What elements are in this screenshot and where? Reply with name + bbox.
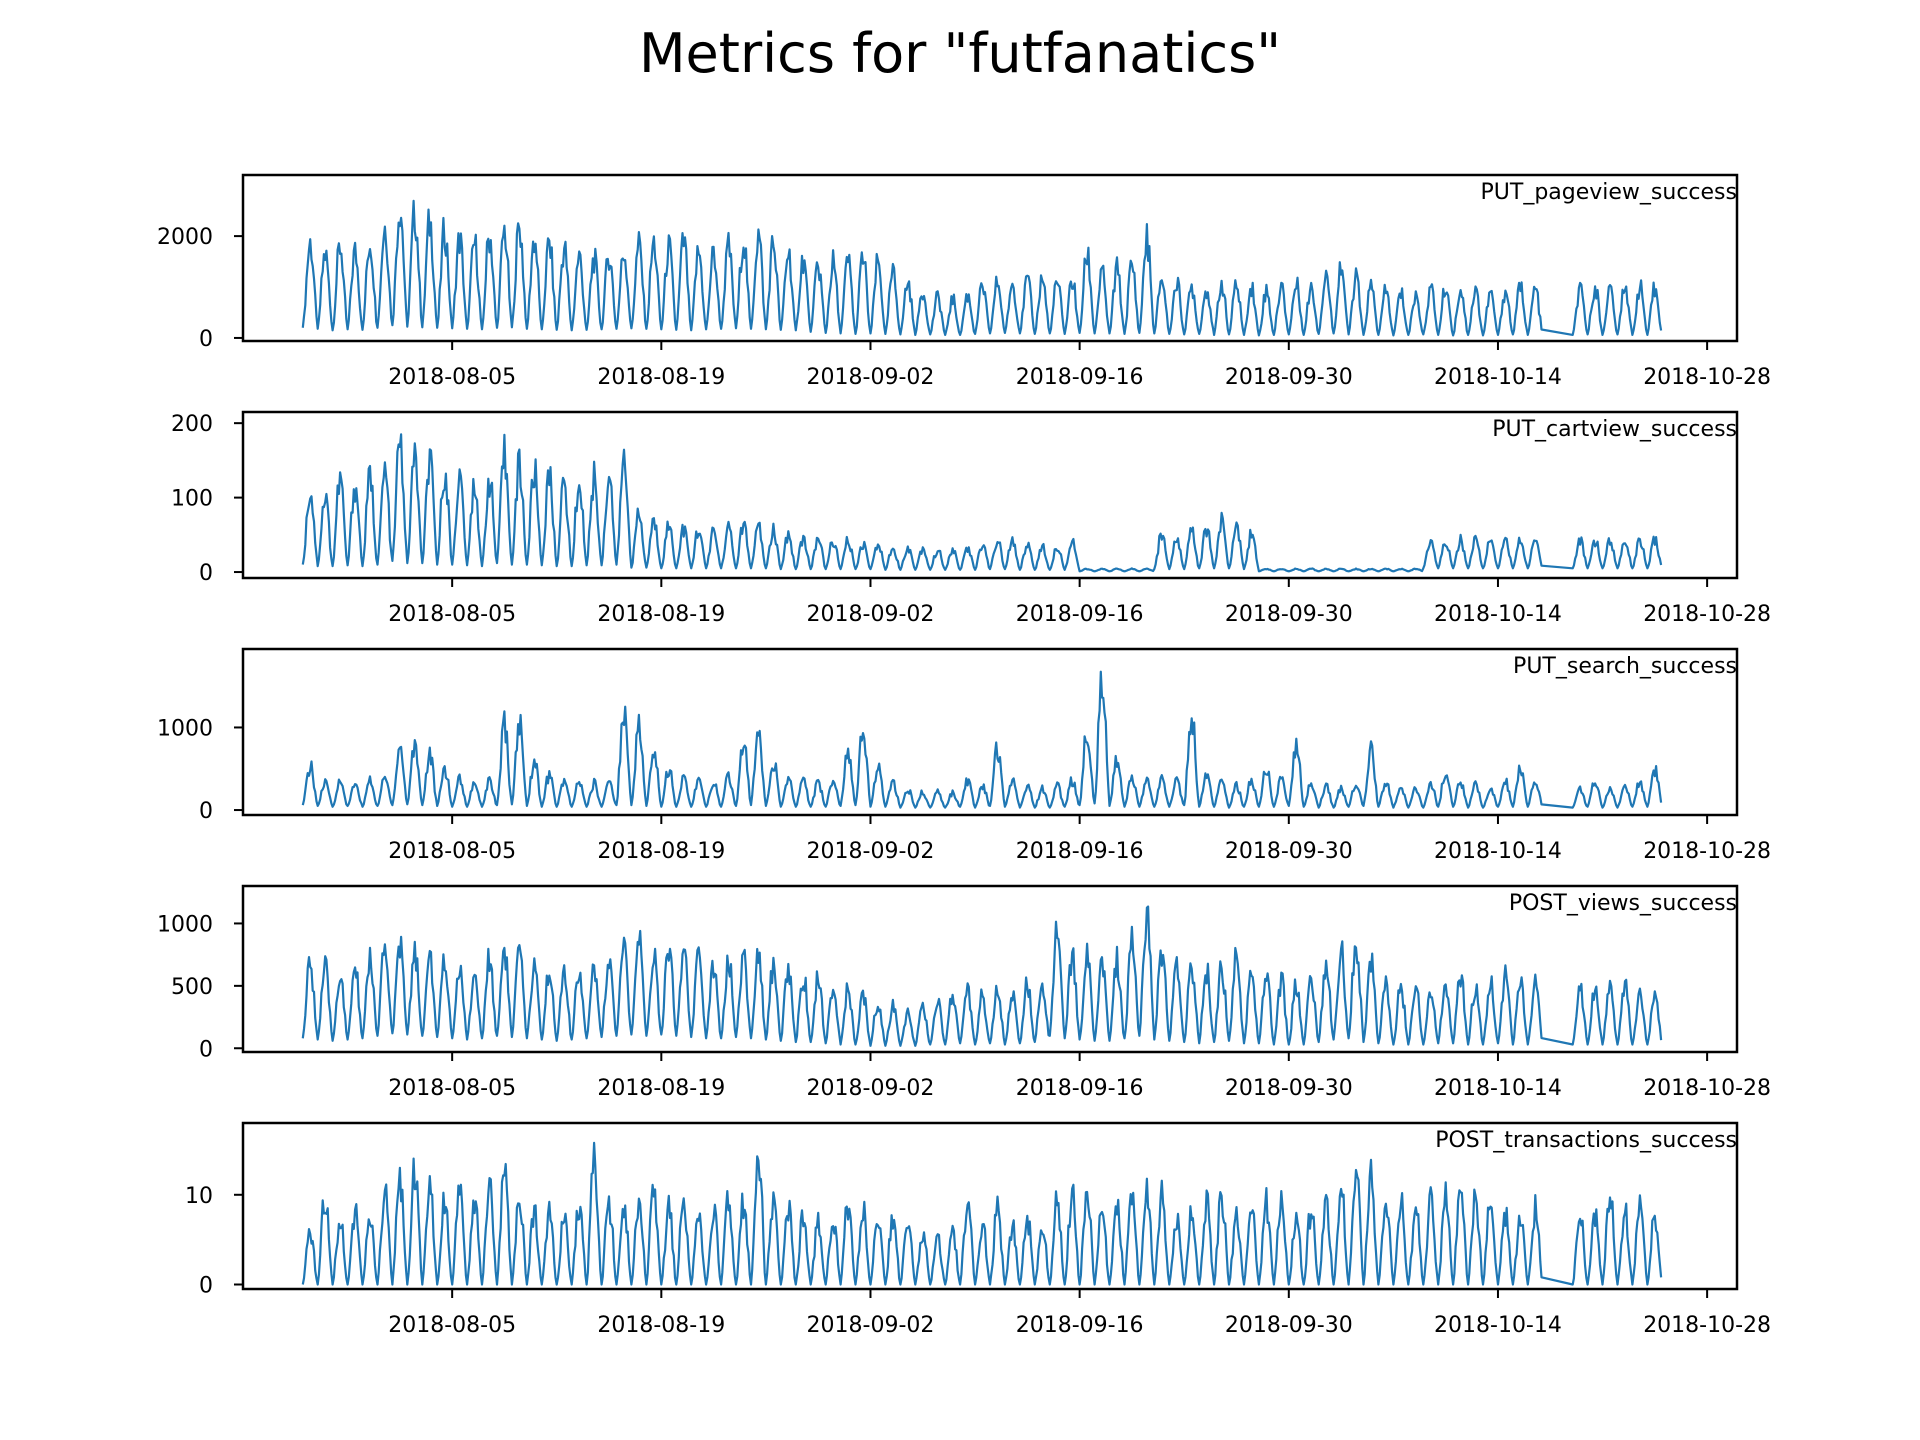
series-line-put-cartview-success (301, 433, 1663, 573)
x-tick-label: 2018-09-30 (1225, 602, 1353, 627)
x-tick-label: 2018-08-05 (388, 1076, 516, 1101)
x-tick-label: 2018-10-28 (1643, 602, 1771, 627)
x-tick-label: 2018-09-16 (1016, 1313, 1144, 1338)
axes-frame (241, 173, 1739, 343)
series-line-put-pageview-success (301, 199, 1663, 337)
panel-label: PUT_search_success (1513, 654, 1737, 679)
x-tick-label: 2018-09-02 (807, 1313, 935, 1338)
x-tick-label: 2018-09-02 (807, 602, 935, 627)
x-tick-label: 2018-08-19 (597, 1313, 725, 1338)
subplot-post-views-success: 2018-08-05 2018-08-19 2018-09-02 2018-09-16… (157, 884, 1771, 1101)
axes-frame (241, 647, 1739, 817)
x-tick-label: 2018-08-05 (388, 602, 516, 627)
panel-label: PUT_pageview_success (1481, 180, 1737, 205)
x-tick-label: 2018-10-28 (1643, 839, 1771, 864)
y-tick-label: 200 (171, 412, 213, 437)
axes-frame (241, 410, 1739, 580)
panel-label: PUT_cartview_success (1492, 417, 1737, 442)
y-tick-label: 500 (171, 975, 213, 1000)
subplot-stack: 2018-08-05 2018-08-19 2018-09-02 2018-09-16… (157, 173, 1771, 1338)
x-tick-label: 2018-09-02 (807, 1076, 935, 1101)
x-tick-label: 2018-08-05 (388, 839, 516, 864)
x-tick-label: 2018-08-19 (597, 839, 725, 864)
subplot-put-pageview-success: 2018-08-05 2018-08-19 2018-09-02 2018-09-16… (157, 173, 1771, 390)
y-tick-label: 1000 (157, 716, 213, 741)
x-tick-label: 2018-08-05 (388, 365, 516, 390)
x-tick-label: 2018-10-14 (1434, 602, 1562, 627)
y-tick-label: 0 (199, 561, 213, 586)
y-tick-label: 1000 (157, 912, 213, 937)
y-tick-label: 0 (199, 1037, 213, 1062)
series-line-put-search-success (301, 670, 1663, 809)
y-tick-label: 10 (185, 1184, 213, 1209)
x-tick-label: 2018-10-14 (1434, 839, 1562, 864)
y-tick-label: 2000 (157, 225, 213, 250)
x-tick-label: 2018-10-28 (1643, 1313, 1771, 1338)
x-tick-label: 2018-08-19 (597, 602, 725, 627)
x-tick-label: 2018-09-30 (1225, 1076, 1353, 1101)
x-tick-label: 2018-09-02 (807, 365, 935, 390)
x-tick-label: 2018-09-30 (1225, 365, 1353, 390)
figure-title: Metrics for "futfanatics" (639, 22, 1281, 85)
subplot-post-transactions-success: 2018-08-05 2018-08-19 2018-09-02 2018-09-16… (185, 1121, 1771, 1338)
y-tick-label: 0 (199, 799, 213, 824)
x-tick-label: 2018-10-28 (1643, 365, 1771, 390)
x-tick-label: 2018-10-14 (1434, 1313, 1562, 1338)
panel-label: POST_transactions_success (1435, 1128, 1737, 1153)
y-tick-label: 0 (199, 1274, 213, 1299)
x-tick-label: 2018-10-14 (1434, 365, 1562, 390)
x-tick-label: 2018-09-16 (1016, 839, 1144, 864)
x-tick-label: 2018-09-16 (1016, 365, 1144, 390)
x-tick-label: 2018-10-28 (1643, 1076, 1771, 1101)
subplot-put-search-success: 2018-08-05 2018-08-19 2018-09-02 2018-09-16… (157, 647, 1771, 864)
x-tick-label: 2018-10-14 (1434, 1076, 1562, 1101)
x-tick-label: 2018-09-16 (1016, 1076, 1144, 1101)
axes-frame (241, 884, 1739, 1054)
x-tick-label: 2018-09-30 (1225, 839, 1353, 864)
x-tick-label: 2018-08-19 (597, 365, 725, 390)
x-tick-label: 2018-09-02 (807, 839, 935, 864)
x-tick-label: 2018-09-16 (1016, 602, 1144, 627)
subplot-put-cartview-success: 2018-08-05 2018-08-19 2018-09-02 2018-09-16… (171, 410, 1771, 627)
x-tick-label: 2018-08-19 (597, 1076, 725, 1101)
series-line-post-views-success (301, 905, 1663, 1047)
y-tick-label: 100 (171, 487, 213, 512)
series-line-post-transactions-success (301, 1141, 1663, 1286)
x-tick-label: 2018-09-30 (1225, 1313, 1353, 1338)
x-tick-label: 2018-08-05 (388, 1313, 516, 1338)
panel-label: POST_views_success (1509, 891, 1737, 916)
y-tick-label: 0 (199, 327, 213, 352)
axes-frame (241, 1121, 1739, 1291)
